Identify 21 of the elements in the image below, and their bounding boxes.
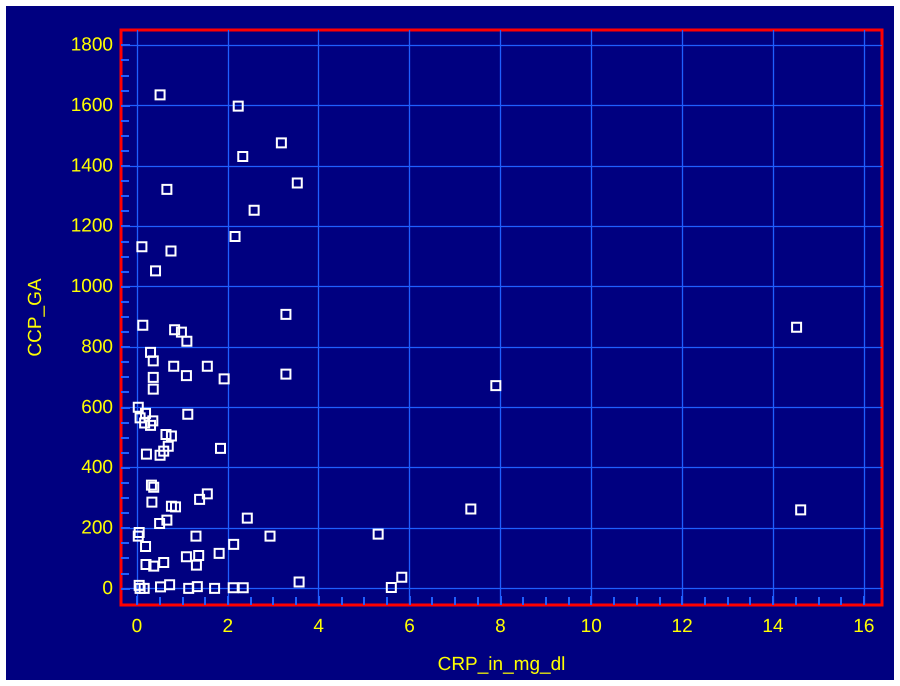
y-tick-label: 800 <box>81 336 113 358</box>
y-tick-label: 1200 <box>70 216 113 237</box>
y-tick-label: 400 <box>81 457 113 478</box>
y-tick-label: 200 <box>81 518 113 539</box>
y-tick-label: 1000 <box>70 276 113 298</box>
y-axis-title: CCP_GA <box>25 278 46 357</box>
y-tick-label: 1600 <box>70 94 113 116</box>
x-tick-label: 2 <box>222 616 234 637</box>
x-axis-title: CRP_in_mg_dl <box>438 654 566 675</box>
x-tick-label: 16 <box>853 616 874 637</box>
y-tick-label: 1800 <box>70 34 113 56</box>
x-tick-label: 8 <box>495 616 506 637</box>
x-tick-label: 12 <box>672 616 693 637</box>
x-tick-label: 10 <box>580 616 602 637</box>
y-tick-label: 600 <box>81 396 113 418</box>
x-tick-label: 14 <box>762 616 784 637</box>
y-tick-label: 1400 <box>70 155 113 176</box>
x-tick-label: 0 <box>132 616 142 637</box>
x-tick-label: 4 <box>313 616 324 637</box>
y-tick-label: 0 <box>102 578 113 599</box>
x-tick-label: 6 <box>404 616 415 637</box>
